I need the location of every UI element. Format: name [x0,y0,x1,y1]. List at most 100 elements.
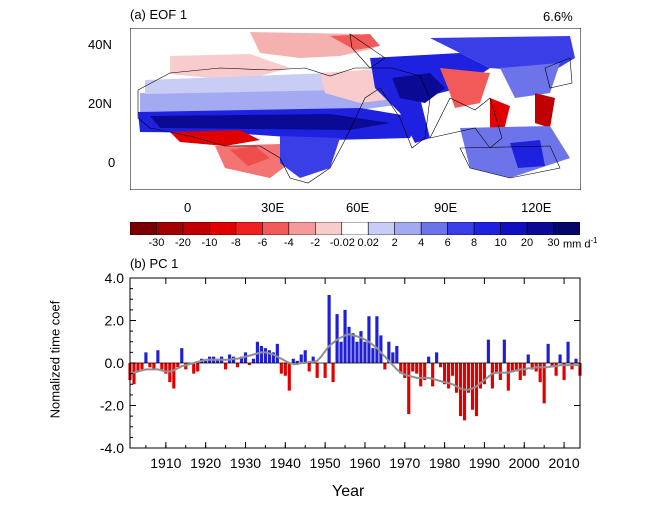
x-tick-label: 1980 [429,455,460,471]
bar [363,341,367,363]
bar [307,363,311,372]
colorbar-swatch [130,222,157,235]
colorbar-tick-label: -30 [148,237,165,249]
lon-tick-60e: 60E [346,200,370,215]
colorbar-tick-label: -8 [230,237,241,249]
bar [275,343,279,363]
bar [538,363,542,383]
colorbar-swatch [156,222,184,235]
bar [156,350,160,363]
bar [554,363,558,376]
colorbar-swatch [182,222,210,235]
colorbar-swatch [473,222,501,235]
bar [283,363,287,376]
bar [164,363,168,374]
bar [482,363,487,385]
bar [466,363,471,393]
colorbar [130,222,580,235]
bar [180,348,184,363]
bar [160,363,164,370]
bar [279,363,283,374]
colorbar-swatch [526,222,554,235]
bar [148,363,152,368]
bar [327,295,331,363]
bar [415,363,419,374]
lon-tick-120e: 120E [521,200,552,215]
colorbar-tick-label: -6 [257,237,268,249]
lon-tick-0: 0 [184,200,192,215]
bar [474,363,479,417]
bar [387,341,391,363]
colorbar-swatch [367,222,396,235]
colorbar-swatch [447,222,475,235]
bar [462,363,467,421]
bar [375,316,379,363]
x-tick-label: 1960 [349,455,380,471]
map-panel-label: (a) EOF 1 [130,7,188,22]
y-tick-label: 0.0 [105,355,125,371]
x-axis-title: Year [332,483,365,500]
bar [192,363,196,374]
bar [514,363,518,372]
bar [427,356,431,363]
bar [486,339,490,363]
bar [510,363,514,372]
lon-tick-90e: 90E [434,200,458,215]
bar [450,363,455,376]
bar [144,352,148,363]
bar [271,352,275,363]
y-tick-label: -4.0 [100,440,124,456]
bar [423,363,427,380]
colorbar-tick-label: 0.02 [357,237,379,249]
bar [371,348,375,363]
lat-tick-40n: 40N [88,37,112,52]
bar [435,352,439,363]
bar [383,363,387,370]
colorbar-swatch [235,222,263,235]
bar [172,363,176,389]
bar [263,348,267,363]
bar [570,363,574,370]
bar [223,363,228,370]
bar [291,358,295,363]
x-tick-label: 1990 [469,455,500,471]
x-tick-label: 1930 [230,455,261,471]
x-tick-label: 2010 [548,455,579,471]
bar [367,316,371,363]
y-tick-label: 4.0 [105,270,125,286]
bar [431,363,435,387]
bar [518,363,522,380]
smoothed-series-line [130,333,580,391]
bar [227,354,232,363]
colorbar-tick-label: 4 [418,237,425,249]
bar [470,363,475,410]
bar [391,352,395,363]
bar [196,363,200,372]
colorbar-tick-label: -2 [310,237,321,249]
bar [243,352,248,363]
bar [247,363,252,366]
y-tick-label: -2.0 [100,398,124,414]
colorbar-tick-label: -10 [201,237,218,249]
bar [216,358,220,363]
colorbar-tick-label: 8 [471,237,478,249]
bar [315,363,319,378]
bar [339,341,343,363]
lat-tick-0: 0 [108,155,116,170]
bar [140,363,144,370]
colorbar-tick-label: 30 [547,237,560,249]
bar [458,363,463,417]
colorbar-tick-label: 10 [494,237,507,249]
bar [152,363,156,370]
bar [295,360,299,363]
bar [447,363,451,389]
bar [395,346,399,363]
bar [168,363,172,383]
bar [558,354,562,363]
bar [550,363,554,368]
eof-map [130,28,581,190]
colorbar-unit: mm d-1 [563,236,598,251]
bar [546,343,550,363]
bar [204,360,208,363]
bar [574,358,578,363]
